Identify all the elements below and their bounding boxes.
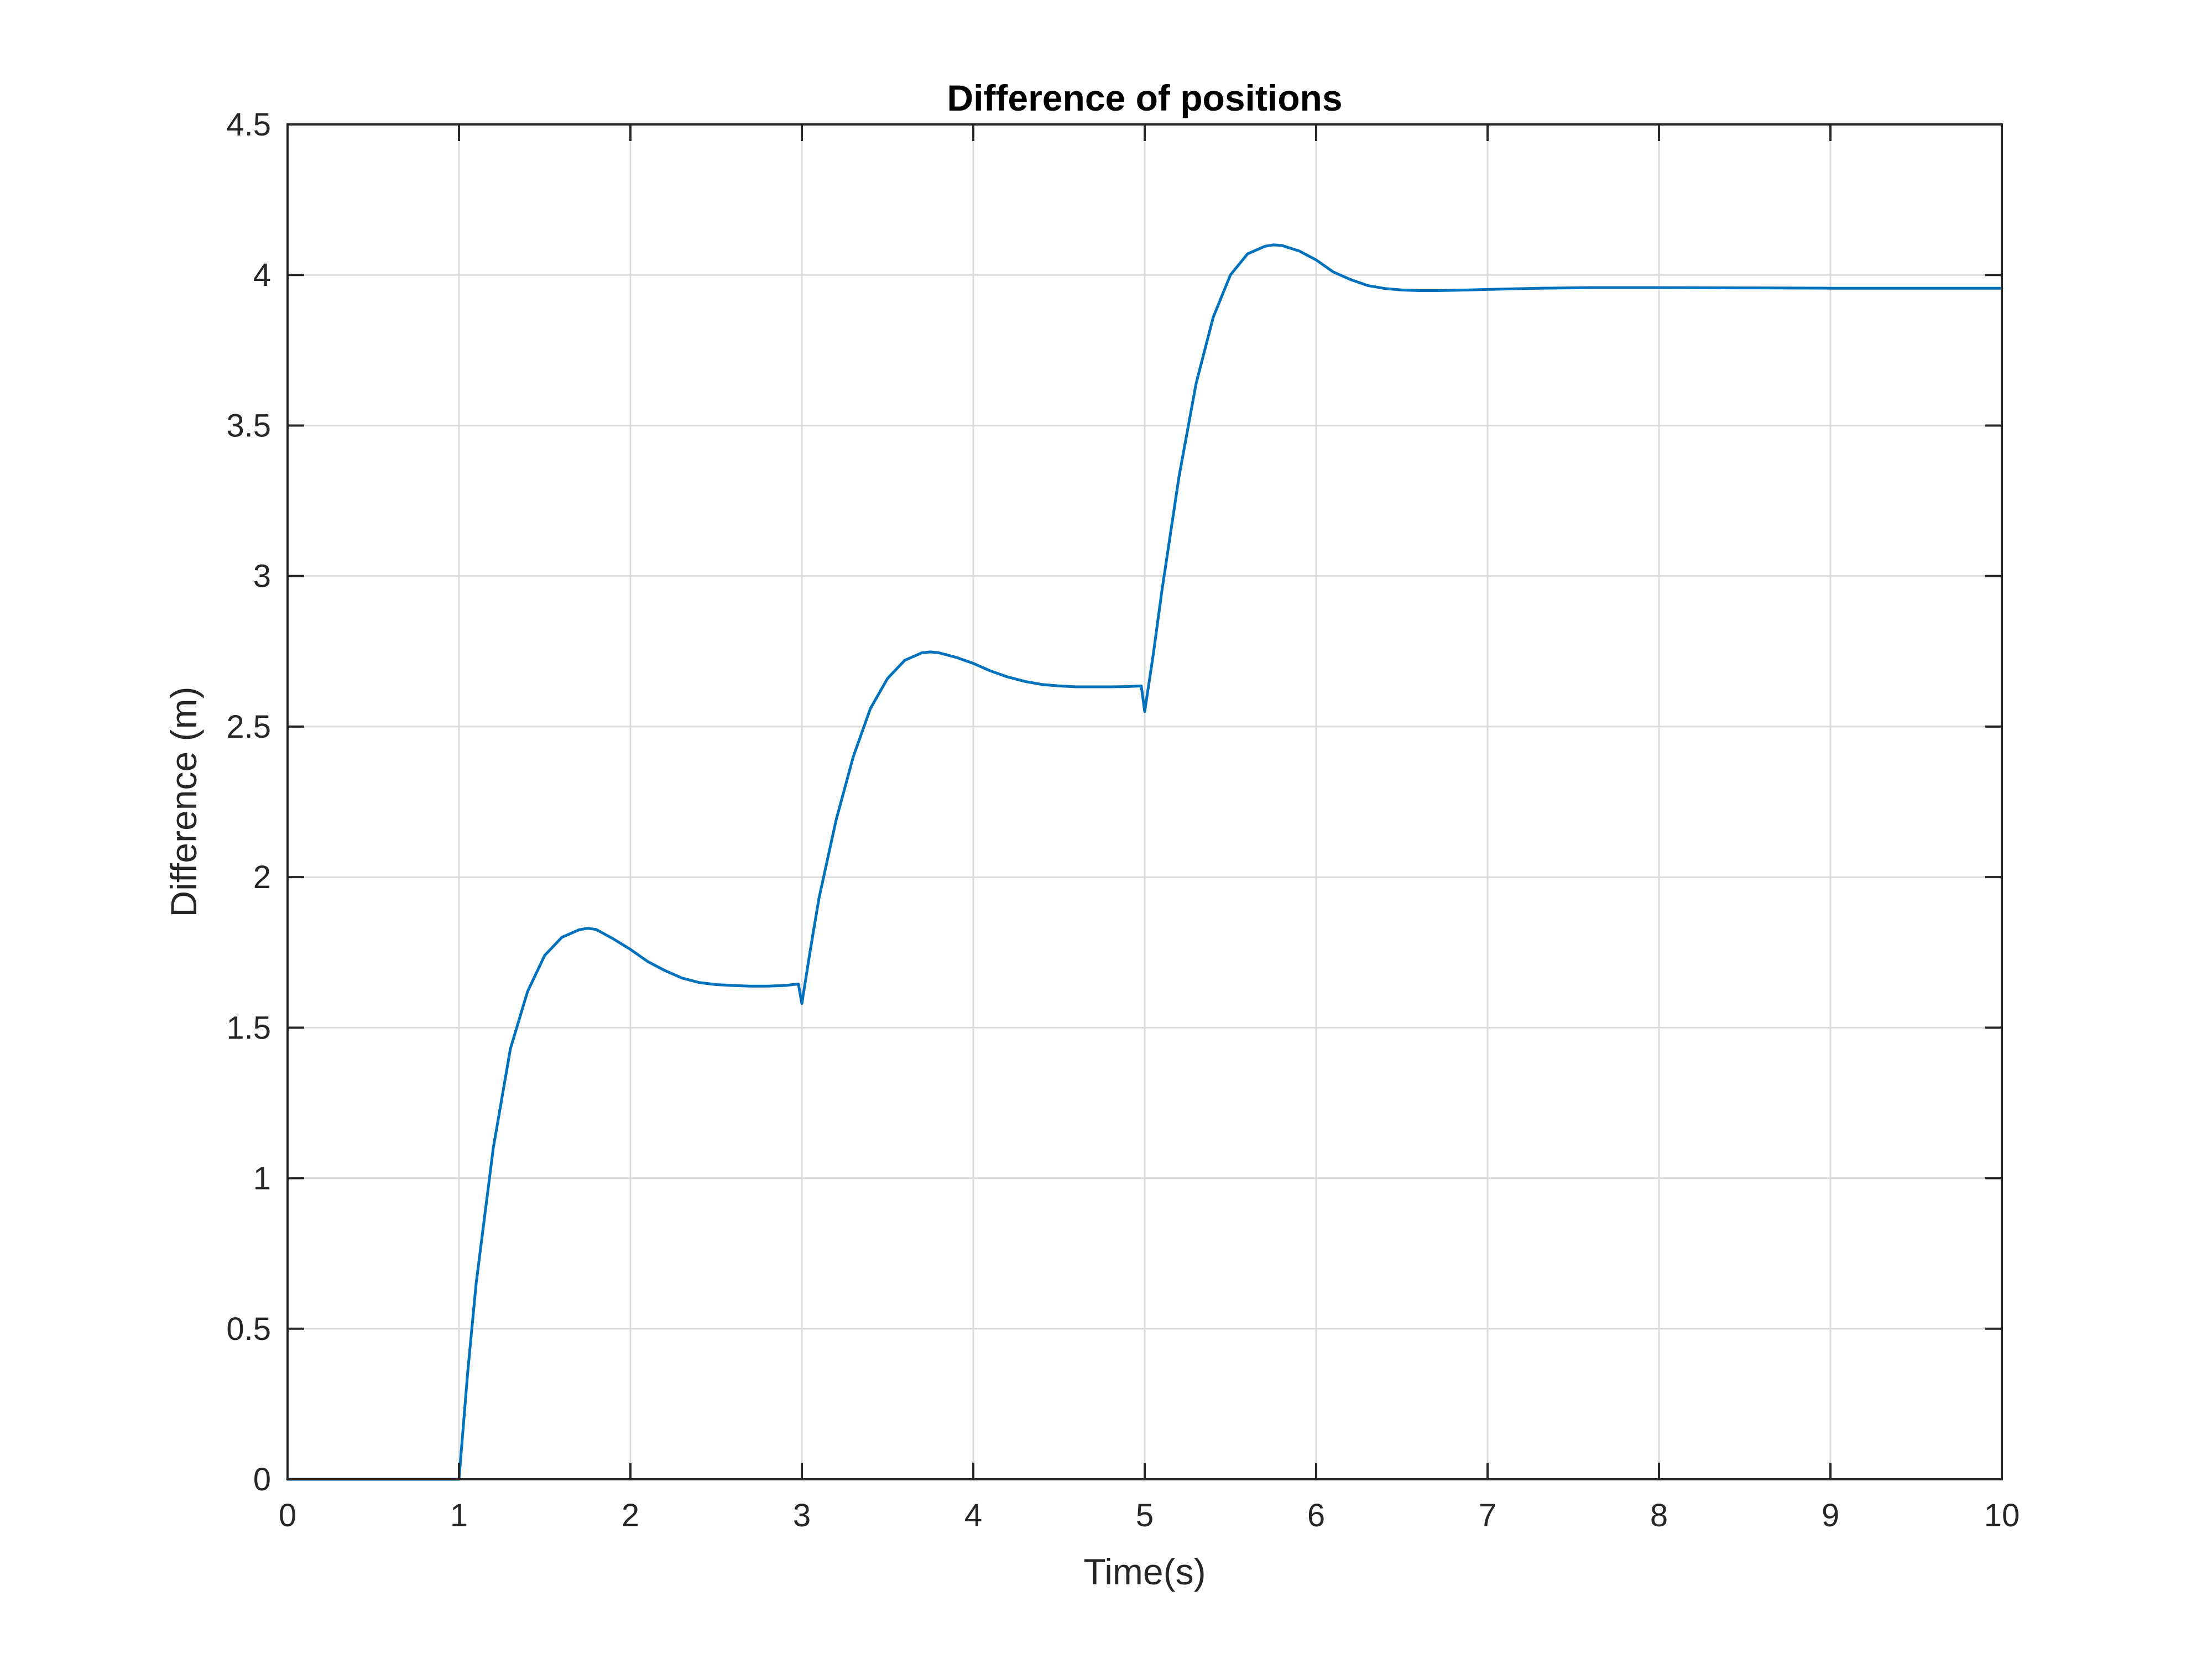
y-tick-labels: 0 0.5 1 1.5 2 2.5 3 3.5 4 4.5	[226, 107, 271, 1498]
y-tick-label: 3	[253, 559, 271, 594]
x-tick-label: 8	[1650, 1498, 1668, 1533]
y-axis-label: Difference (m)	[163, 687, 204, 917]
y-tick-label: 0	[253, 1462, 271, 1498]
x-tick-label: 2	[622, 1498, 639, 1533]
x-tick-label: 6	[1307, 1498, 1325, 1533]
chart-title: Difference of positions	[947, 77, 1342, 118]
y-tick-label: 4.5	[226, 107, 271, 143]
x-tick-label: 9	[1822, 1498, 1839, 1533]
tick-marks	[286, 123, 2003, 1480]
y-tick-label: 2	[253, 859, 271, 895]
y-tick-label: 1.5	[226, 1010, 271, 1046]
y-tick-label: 1	[253, 1161, 271, 1197]
x-tick-label: 5	[1136, 1498, 1154, 1533]
y-tick-label: 2.5	[226, 709, 271, 745]
x-tick-label: 10	[1984, 1498, 2020, 1533]
series-layer	[286, 243, 2004, 1481]
x-axis-label: Time(s)	[1083, 1551, 1206, 1592]
x-tick-label: 1	[450, 1498, 468, 1533]
series-line	[286, 243, 2004, 1481]
x-tick-label: 4	[964, 1498, 982, 1533]
x-tick-label: 3	[793, 1498, 811, 1533]
x-tick-labels: 0 1 2 3 4 5 6 7 8 9 10	[279, 1498, 2020, 1533]
y-tick-label: 4	[253, 257, 271, 293]
y-tick-label: 3.5	[226, 408, 271, 444]
x-tick-label: 0	[279, 1498, 296, 1533]
y-tick-label: 0.5	[226, 1311, 271, 1347]
x-tick-label: 7	[1479, 1498, 1496, 1533]
